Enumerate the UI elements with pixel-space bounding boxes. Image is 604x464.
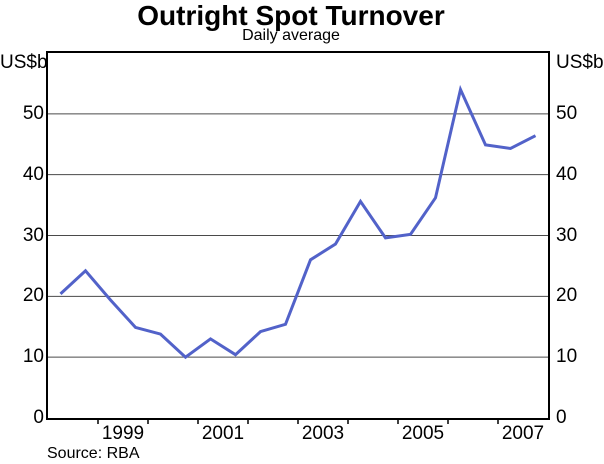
x-axis-label-2007: 2007 bbox=[501, 423, 545, 444]
y-axis-label-right-30: 30 bbox=[556, 224, 578, 246]
data-line bbox=[59, 84, 537, 360]
y-axis-label-right-20: 20 bbox=[556, 285, 578, 307]
y-axis-label-left-20: 20 bbox=[22, 285, 44, 307]
x-axis-label-2005: 2005 bbox=[401, 423, 445, 444]
y-axis-label-left-0: 0 bbox=[33, 407, 44, 428]
x-axis-label-2003: 2003 bbox=[301, 423, 345, 444]
y-axis-unit-left: US$b bbox=[0, 52, 48, 73]
y-axis-unit-right: US$b bbox=[556, 52, 604, 73]
y-axis-label-right-40: 40 bbox=[556, 163, 578, 185]
plot-canvas bbox=[48, 84, 548, 424]
y-axis-label-left-10: 10 bbox=[22, 346, 44, 368]
source-note: Source: RBA bbox=[47, 445, 140, 462]
y-axis-label-right-50: 50 bbox=[556, 102, 578, 124]
y-axis-label-right-10: 10 bbox=[556, 346, 578, 368]
x-axis-label-2001: 2001 bbox=[201, 423, 245, 444]
y-axis-label-left-40: 40 bbox=[22, 163, 44, 185]
plot-area bbox=[46, 51, 550, 424]
chart-subtitle: Daily average bbox=[242, 27, 340, 44]
chart-title: Outright Spot Turnover bbox=[137, 0, 445, 31]
y-axis-label-right-0: 0 bbox=[556, 407, 567, 428]
x-axis-label-1999: 1999 bbox=[101, 423, 145, 444]
y-axis-label-left-30: 30 bbox=[22, 224, 44, 246]
y-axis-label-left-50: 50 bbox=[22, 102, 44, 124]
